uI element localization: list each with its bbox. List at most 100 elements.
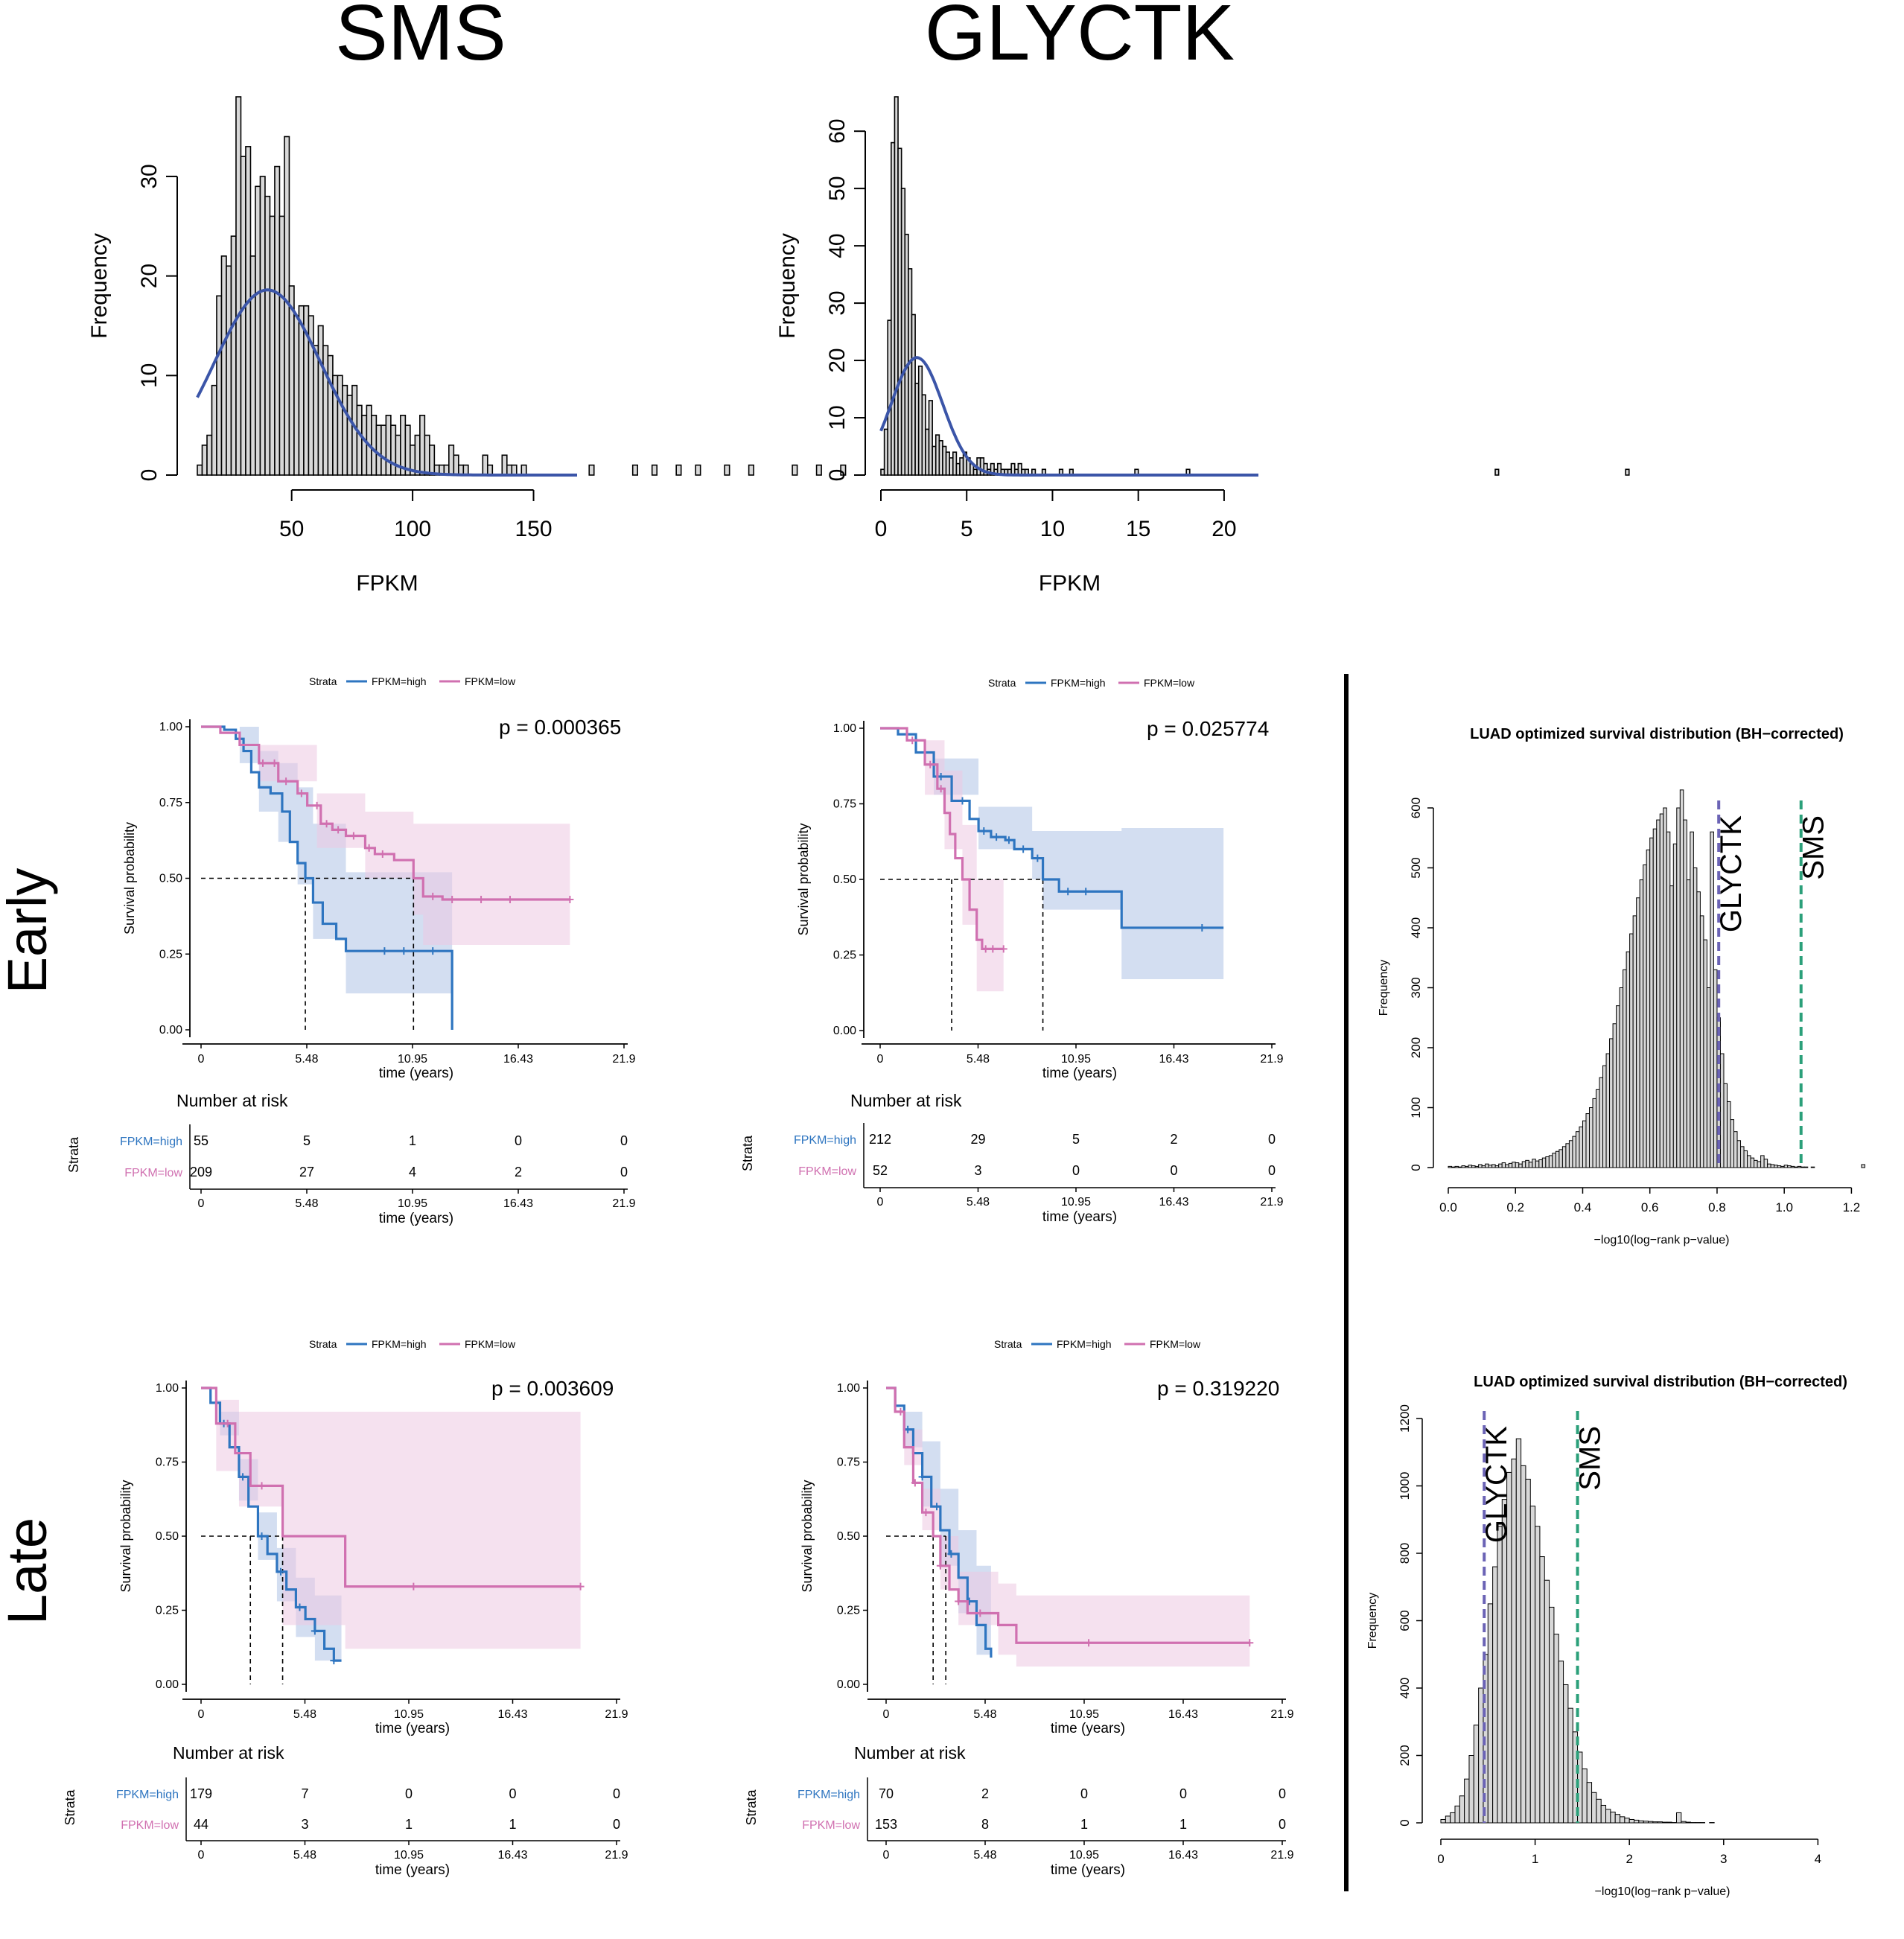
histogram-bar [361,414,368,476]
risk-x-tick-label: 16.43 [1159,1196,1188,1209]
histogram-bar [1592,1098,1597,1168]
y-tick-label: 400 [1398,1678,1412,1698]
risk-count-high: 0 [405,1786,413,1801]
histogram-bar [482,454,488,476]
risk-x-tick-label: 5.48 [293,1849,316,1862]
risk-table-strata-label: Strata [63,1789,77,1826]
histogram-bar [1582,1768,1588,1824]
y-tick-label: 0.00 [833,1025,856,1037]
x-tick-label: 10.95 [1069,1708,1099,1721]
censor-mark [958,797,967,805]
censor-mark [429,892,437,900]
histogram-bar [1754,1159,1758,1168]
risk-count-high: 212 [869,1132,891,1147]
histogram-bar [1605,1809,1611,1824]
histogram-bar [1494,1165,1500,1168]
histogram-bar [1474,1165,1480,1168]
histogram-bar [1585,1113,1590,1168]
histogram-bar [1743,1150,1748,1168]
histogram-bar [1629,933,1634,1168]
histogram-bar [1683,819,1687,1168]
histogram-bar [1538,1159,1543,1168]
histogram-bar [487,464,494,476]
histogram-bar [1723,1083,1728,1168]
y-tick-label: 0.75 [159,797,182,809]
risk-count-high: 0 [1179,1786,1187,1801]
histogram-bar [1549,1606,1555,1824]
y-tick-label: 10 [137,363,162,388]
histogram-bar [1646,849,1651,1168]
histogram-bar [1760,1155,1765,1168]
sms-gene-title: SMS [335,0,506,77]
histogram-bar [395,434,401,476]
histogram-bar [1672,843,1678,1168]
histogram-bar [1780,1165,1785,1168]
p-value-label: p = 0.025774 [1147,717,1269,740]
y-tick-label: 30 [825,290,850,315]
histogram-bar [1521,1465,1526,1824]
x-tick-label: 150 [515,517,552,541]
density-curve [196,288,577,477]
histogram-bar [1639,879,1644,1168]
censor-mark [1004,836,1013,844]
km-plot-glyctk-late: Strata FPKM=high FPKM=low p = 0.319220 0 5.48… [744,1338,1294,1878]
censor-mark [1246,1639,1254,1647]
histogram-bar [259,176,266,476]
x-tick-label: 50 [279,517,304,541]
risk-count-low: 3 [974,1163,981,1178]
y-tick-label: 0 [825,469,850,482]
histogram-bar [1458,1166,1462,1168]
x-tick-label: 10.95 [398,1053,427,1066]
histogram-bar [1465,1165,1469,1168]
risk-count-low: 0 [1072,1163,1080,1178]
risk-count-low: 209 [190,1165,212,1179]
histogram-bar [1539,1556,1545,1824]
histogram-bar [1487,1603,1494,1824]
early-row-label: Early [0,868,58,994]
histogram-bar [1565,1143,1570,1168]
histogram-bar [1693,867,1698,1168]
histogram-bar [293,315,300,476]
histogram-bar [1582,1120,1587,1168]
y-tick-label: 1000 [1398,1472,1412,1500]
x-axis-label: −log10(log−rank p−value) [1595,1885,1731,1898]
risk-table-title: Number at risk [850,1091,962,1110]
censor-mark [258,1482,266,1490]
histogram-bar [1690,831,1694,1168]
histogram-bar [1632,915,1637,1168]
y-tick-label: 400 [1409,917,1423,938]
histogram-bar [1494,468,1500,476]
histogram-bar [1532,1159,1536,1168]
histogram-bar [1669,885,1674,1168]
risk-table-label-low: FPKM=low [121,1819,179,1832]
y-tick-label: 10 [825,405,850,430]
histogram-bar [1861,1164,1865,1168]
histogram-bar [414,434,421,476]
marker-label-glyctk: GLYCTK [1715,815,1748,932]
y-tick-label: 1200 [1398,1404,1412,1433]
histogram-bar [226,265,232,476]
histogram-bar [1757,1161,1762,1168]
risk-x-axis-label: time (years) [1051,1862,1125,1878]
survival-curve-high [201,725,453,1030]
histogram-bar [220,255,227,476]
late-row-label: Late [0,1518,58,1625]
legend-label-high: FPKM=high [1051,677,1106,689]
histogram-bar [520,464,527,476]
marker-label-sms: SMS [1798,815,1830,880]
y-axis-label: Frequency [775,233,800,339]
x-tick-label: 1 [1532,1852,1538,1866]
histogram-bar [1492,1566,1498,1824]
histogram-bar [249,255,256,476]
confidence-band-low [880,728,1004,992]
legend-label-low: FPKM=low [1144,677,1195,689]
risk-count-low: 1 [1179,1817,1187,1832]
y-axis-label: Frequency [1366,1593,1379,1649]
histogram-bar [206,434,213,476]
risk-x-axis-label: time (years) [375,1862,450,1878]
x-tick-label: 3 [1720,1852,1727,1866]
x-tick-label: 0 [877,1053,884,1066]
histogram-bar [1787,1165,1792,1168]
km-plot-glyctk-early: Strata FPKM=high FPKM=low p = 0.025774 0 5.48… [740,677,1284,1225]
risk-count-high: 29 [970,1132,985,1147]
